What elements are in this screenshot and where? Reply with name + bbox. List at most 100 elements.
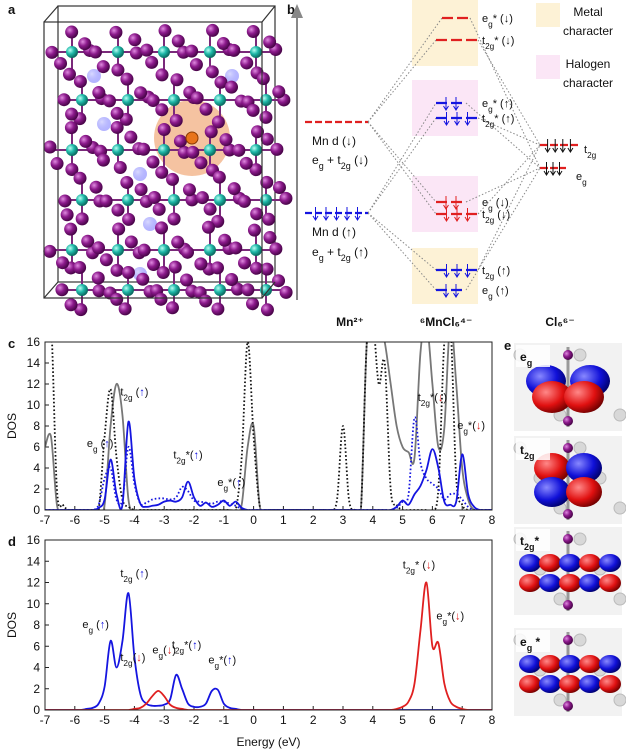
atom-metal (76, 94, 88, 106)
x-tick-label: 5 (399, 513, 406, 527)
label-part: ) (199, 450, 203, 462)
level-label: eg (↓) (482, 197, 509, 213)
x-tick-label: 3 (340, 713, 347, 727)
atom-cl (60, 208, 74, 222)
atom-cl (158, 24, 172, 38)
energy-arrow (291, 4, 303, 18)
lobe (539, 655, 561, 673)
y-tick-label: 12 (27, 377, 41, 391)
y-axis-label: DOS (5, 413, 19, 439)
atom-cl (155, 68, 169, 82)
lobe (539, 554, 561, 572)
atom-metal (158, 46, 170, 58)
connector (367, 212, 437, 271)
atom-cl (154, 292, 168, 306)
y-tick-label: 4 (33, 661, 40, 675)
connector (477, 144, 541, 215)
atom-cl (272, 181, 286, 195)
label-part: g (527, 358, 533, 368)
atom-cl (89, 180, 103, 194)
label-part: ↓ (426, 560, 432, 572)
peak-annotation: t2g (↑) (120, 387, 148, 403)
spin-head (354, 215, 361, 221)
atom-cs (133, 167, 147, 181)
label-part: e (520, 635, 527, 649)
label-part: e (436, 611, 442, 623)
atom-cl (246, 24, 260, 38)
x-tick-label: 3 (340, 513, 347, 527)
atom-cl (64, 298, 78, 312)
level-label: eg* (↑) (482, 98, 513, 114)
spin-head (544, 147, 551, 153)
spin-head (443, 216, 450, 222)
atom-cl (124, 235, 138, 249)
atom-cl (92, 284, 106, 298)
atom-cl (45, 45, 59, 59)
atom-ghost (573, 633, 587, 647)
atom-cl (134, 86, 148, 100)
cell-edge (43, 5, 59, 23)
label-part: (↓) (351, 153, 368, 167)
spin-head (443, 292, 449, 298)
label-part: (↑) (493, 285, 509, 297)
atom-metal (250, 244, 262, 256)
atom-cl (111, 63, 125, 77)
atom-metal (158, 144, 170, 156)
peak-annotation: t2g*(↑) (173, 450, 202, 466)
spin-head (443, 120, 450, 126)
metal-band (412, 0, 478, 66)
atom-metal (122, 94, 134, 106)
dos-line (45, 420, 492, 510)
lobe (599, 655, 621, 673)
label-part: 2g (524, 542, 535, 552)
atom-cl (73, 74, 87, 88)
atom-cl (206, 23, 220, 37)
atom-metal (76, 194, 88, 206)
atom-cl (155, 165, 169, 179)
label-part: 2g (175, 646, 185, 655)
atom-cl (212, 170, 226, 184)
spin-head (559, 147, 566, 153)
atom-cl (110, 106, 124, 120)
label-part: ) (242, 477, 246, 489)
lobe (519, 675, 541, 693)
atom-metal (260, 194, 272, 206)
lobe (599, 574, 621, 592)
orbital-label: t2g (520, 443, 535, 461)
label-part: e (208, 654, 214, 666)
atom-cl (232, 143, 246, 157)
spin-head (464, 216, 471, 222)
x-tick-label: -2 (189, 713, 200, 727)
atom-cl (171, 34, 185, 48)
label-part: ↑ (194, 450, 200, 462)
atom-cl (260, 132, 274, 146)
label-part: e (217, 477, 223, 489)
atom-cl (157, 123, 171, 137)
atom-cl (279, 285, 293, 299)
peak-annotation: eg*(↑) (208, 654, 236, 670)
atom-cl (189, 58, 203, 72)
atom-cl (110, 263, 124, 277)
y-tick-label: 14 (27, 554, 41, 568)
label-part: t (418, 392, 421, 404)
atom-cl (152, 202, 166, 216)
label-part: e (152, 645, 158, 657)
mn-label: Mn d (↑) (312, 225, 356, 239)
atom-cl (211, 214, 225, 228)
atom-cl (190, 91, 204, 105)
x-tick-label: 0 (250, 513, 257, 527)
peak-annotation: eg (↑) (82, 619, 109, 635)
lobe (579, 574, 601, 592)
column-label: Mn²⁺ (336, 315, 364, 329)
atom-cl (205, 65, 219, 79)
halogen-band (412, 176, 478, 232)
y-tick-label: 6 (33, 440, 40, 454)
panel-label: e (504, 338, 511, 353)
atom-cl (169, 114, 183, 128)
atom-cl (249, 163, 263, 177)
level-label: t2g* (↑) (482, 113, 514, 129)
label-part: *( (184, 639, 192, 651)
atom-cl (195, 191, 209, 205)
label-part: ↓ (136, 652, 142, 664)
atom-cl (224, 80, 238, 94)
